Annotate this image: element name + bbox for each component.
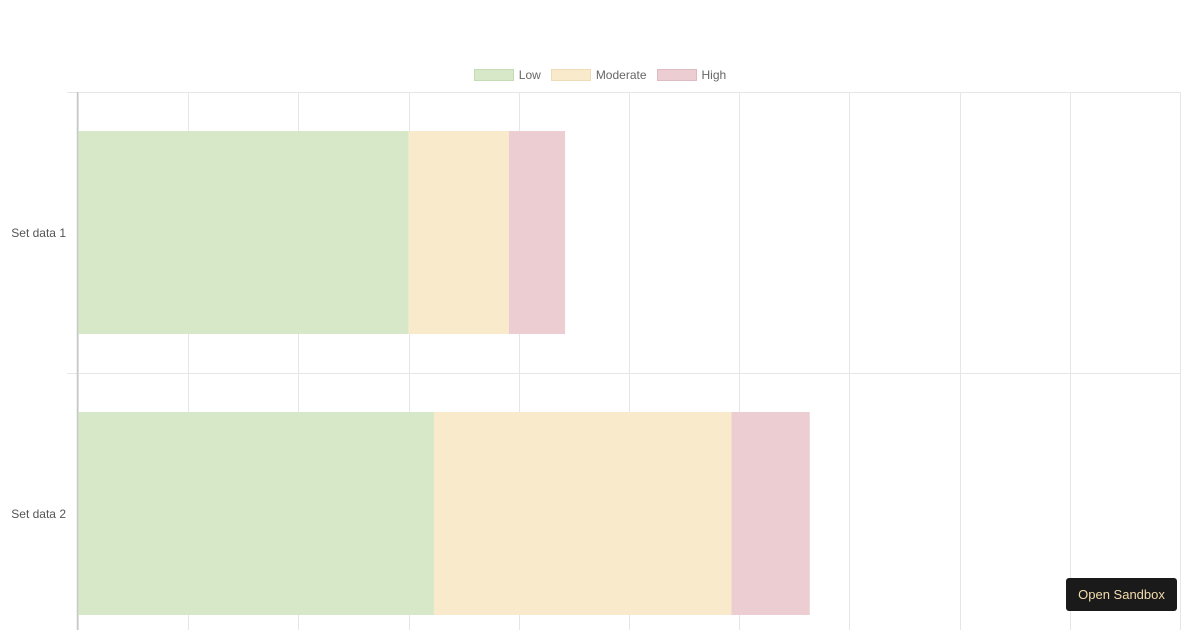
legend-swatch-moderate [550,69,591,81]
bar-low-2 [78,412,434,615]
open-sandbox-button[interactable]: Open Sandbox [1066,578,1177,611]
y-tick-label-set-data-1: Set data 1 [11,226,66,240]
bar-high-2 [731,412,810,615]
legend-item-high[interactable]: High [656,67,727,83]
bar-moderate-1 [408,131,509,334]
legend-label-moderate: Moderate [595,68,647,82]
legend-item-moderate[interactable]: Moderate [550,67,647,83]
legend-swatch-low [473,69,514,81]
legend-item-low[interactable]: Low [473,67,541,83]
legend-label-high: High [701,68,727,82]
legend-swatch-high [656,69,697,81]
bar-moderate-2 [433,412,732,615]
chart-legend: Low Moderate High [0,67,1200,83]
y-tick-label-set-data-2: Set data 2 [11,507,66,521]
bar-low-1 [78,131,409,334]
bar-high-1 [508,131,566,334]
legend-label-low: Low [518,68,541,82]
